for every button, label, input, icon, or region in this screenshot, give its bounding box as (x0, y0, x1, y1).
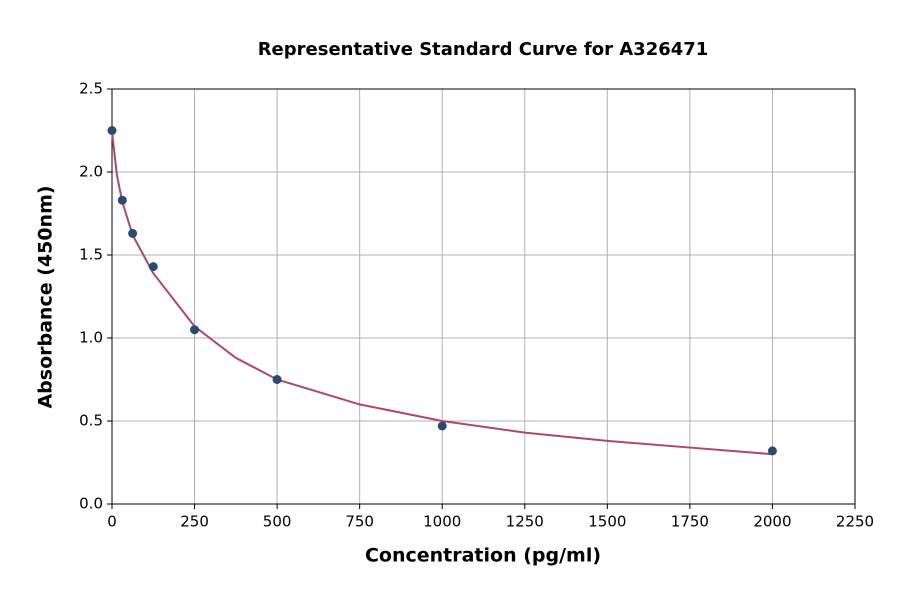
y-tick-label: 1.5 (79, 246, 103, 264)
data-point (272, 375, 282, 384)
data-point (148, 262, 158, 272)
y-tick-label: 2.5 (79, 80, 103, 98)
y-axis-label: Absorbance (450nm) (35, 185, 57, 408)
y-tick-label: 2.0 (79, 163, 103, 181)
fit-curve (111, 132, 773, 456)
x-tick-label: 2000 (753, 513, 791, 531)
x-axis-label: Concentration (pg/ml) (365, 545, 601, 567)
y-tick-label: 0.0 (79, 495, 103, 513)
y-tick-label: 1.0 (79, 329, 103, 347)
x-tick-label: 0 (107, 513, 117, 531)
x-tick-label: 1250 (506, 513, 544, 531)
x-tick-label: 1750 (671, 513, 709, 531)
data-point (117, 195, 127, 205)
plot-frame (111, 88, 856, 505)
x-tick-label: 500 (263, 513, 292, 531)
data-point (190, 325, 200, 335)
data-point (107, 126, 117, 135)
x-tick-label: 1000 (423, 513, 461, 531)
data-point (128, 228, 138, 238)
data-point (437, 421, 447, 431)
x-tick-label: 1500 (588, 513, 626, 531)
x-tick-label: 250 (180, 513, 209, 531)
x-tick-label: 2250 (836, 513, 874, 531)
chart-title: Representative Standard Curve for A32647… (258, 39, 709, 60)
data-point (767, 446, 777, 456)
y-tick-label: 0.5 (79, 412, 103, 430)
x-tick-label: 750 (345, 513, 374, 531)
